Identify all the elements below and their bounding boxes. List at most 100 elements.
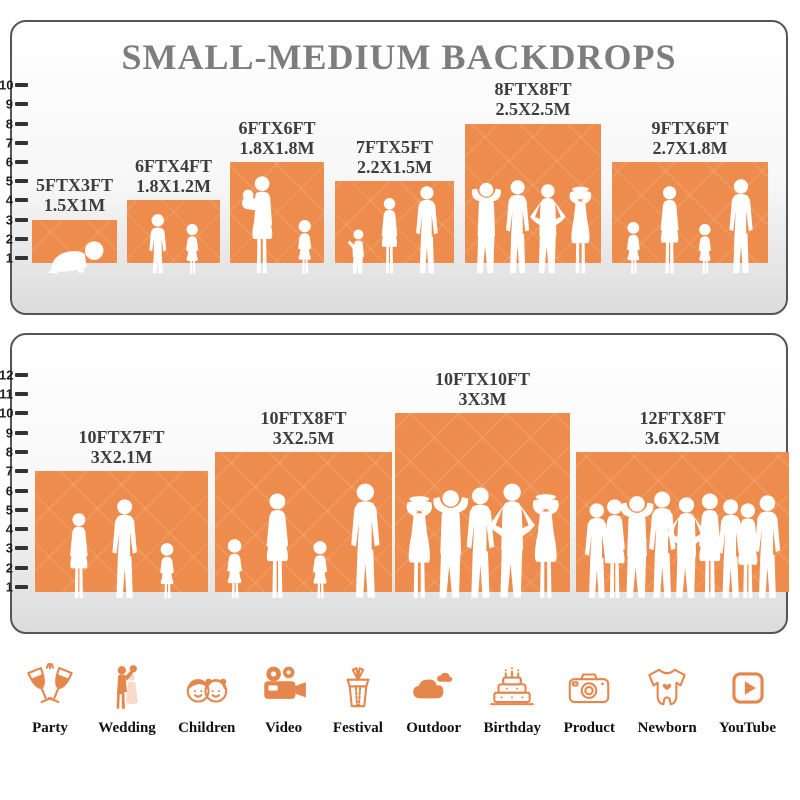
party-icon bbox=[27, 663, 73, 703]
woman-armsup-silhouette bbox=[560, 185, 602, 275]
size-meters: 1.8X1.2M bbox=[135, 176, 211, 197]
category-item-festival: Festival bbox=[332, 662, 384, 737]
small-medium-panel: SMALL-MEDIUM BACKDROPS 1 2 3 4 5 6 7 8 9 10 5FTX3… bbox=[0, 20, 788, 315]
size-meters: 2.5X2.5M bbox=[495, 99, 571, 120]
backdrop-size-label: 10FTX7FT 3X2.1M bbox=[78, 427, 164, 471]
girl-silhouette bbox=[691, 223, 718, 275]
backdrop-rect bbox=[335, 181, 454, 263]
ruler-number: 8 bbox=[5, 116, 13, 132]
backdrop-group: 8FTX8FT 2.5X2.5M bbox=[465, 79, 601, 263]
people-silhouettes bbox=[218, 482, 388, 600]
category-label: Festival bbox=[332, 720, 383, 736]
birthday-icon bbox=[490, 667, 535, 706]
ruler-tick bbox=[15, 449, 28, 454]
backdrop-size-label: 6FTX4FT 1.8X1.2M bbox=[135, 156, 212, 200]
ruler-number: 12 bbox=[0, 367, 14, 383]
girl-silhouette bbox=[153, 542, 183, 600]
ruler-tick bbox=[15, 392, 28, 396]
people-silhouettes bbox=[141, 213, 205, 275]
product-icon bbox=[569, 673, 610, 704]
ruler-tick bbox=[15, 236, 28, 241]
ruler-number: 6 bbox=[5, 154, 13, 170]
people-silhouettes bbox=[464, 179, 601, 275]
ruler-tick bbox=[15, 585, 28, 589]
ruler-number: 2 bbox=[5, 560, 13, 576]
size-feet: 10FTX10FT bbox=[434, 368, 531, 389]
size-feet: 5FTX3FT bbox=[35, 175, 114, 196]
ruler-number: 10 bbox=[0, 77, 14, 93]
size-meters: 3.6X2.5M bbox=[644, 427, 720, 448]
ruler-number: 5 bbox=[5, 502, 13, 518]
size-feet: 7FTX5FT bbox=[355, 136, 434, 157]
ruler-tick bbox=[15, 507, 28, 512]
backdrop-group: 5FTX3FT 1.5X1M bbox=[32, 175, 117, 263]
category-label: Birthday bbox=[483, 720, 541, 736]
girl-silhouette bbox=[290, 219, 319, 275]
children-icon bbox=[186, 678, 227, 703]
backdrop-group: 6FTX4FT 1.8X1.2M bbox=[127, 156, 220, 263]
woman-baby-silhouette bbox=[235, 175, 282, 275]
category-label: Outdoor bbox=[406, 720, 462, 736]
man-silhouette bbox=[342, 482, 389, 600]
ruler-number: 2 bbox=[5, 231, 13, 247]
category-row: Party Wedding Children Video Festival Ou… bbox=[24, 662, 776, 737]
ruler-number: 7 bbox=[5, 463, 13, 479]
category-label: Product bbox=[563, 720, 615, 736]
category-item-wedding: Wedding bbox=[98, 662, 156, 737]
ruler-tick bbox=[15, 469, 28, 474]
ruler-number: 5 bbox=[5, 173, 13, 189]
girl-silhouette bbox=[218, 538, 250, 600]
category-item-outdoor: Outdoor bbox=[406, 662, 461, 737]
youtube-icon bbox=[731, 672, 764, 704]
wedding-icon bbox=[116, 665, 138, 709]
backdrop-group: 10FTX10FT 3X3M bbox=[395, 369, 570, 592]
man-silhouette bbox=[104, 498, 145, 600]
category-label: Newborn bbox=[637, 720, 697, 736]
woman-silhouette bbox=[256, 492, 299, 600]
ruler-tick bbox=[15, 488, 28, 493]
backdrop-group: 6FTX6FT 1.8X1.8M bbox=[230, 118, 324, 263]
backdrop-group: 10FTX7FT 3X2.1M bbox=[35, 427, 208, 592]
ruler-number: 4 bbox=[5, 192, 13, 208]
toddler-silhouette bbox=[344, 229, 369, 275]
backdrop-size-label: 12FTX8FT 3.6X2.5M bbox=[639, 408, 725, 452]
size-feet: 6FTX6FT bbox=[238, 117, 316, 138]
festival-icon bbox=[346, 667, 370, 708]
ruler-number: 11 bbox=[0, 386, 13, 402]
category-item-birthday: Birthday bbox=[483, 662, 541, 737]
category-label: Party bbox=[32, 720, 68, 736]
ruler-number: 3 bbox=[5, 212, 13, 228]
baby-silhouette bbox=[43, 239, 107, 275]
ruler-tick bbox=[15, 160, 28, 164]
ruler-tick bbox=[15, 102, 28, 107]
girl-silhouette bbox=[620, 221, 648, 275]
ruler-number: 7 bbox=[5, 135, 13, 151]
ruler-tick bbox=[15, 372, 28, 377]
ruler-tick bbox=[15, 527, 28, 532]
man-silhouette bbox=[722, 178, 761, 275]
woman-silhouette bbox=[651, 185, 687, 275]
ruler-number: 1 bbox=[5, 579, 13, 595]
man-silhouette bbox=[409, 185, 445, 275]
category-item-party: Party bbox=[24, 662, 76, 737]
girl-silhouette bbox=[305, 540, 336, 600]
backdrop-size-label: 5FTX3FT 1.5X1M bbox=[36, 175, 113, 219]
video-icon bbox=[263, 666, 306, 699]
ruler-number: 10 bbox=[0, 405, 14, 421]
newborn-icon bbox=[648, 668, 686, 706]
ruler-tick bbox=[15, 179, 28, 184]
size-feet: 9FTX6FT bbox=[651, 117, 729, 138]
people-silhouettes bbox=[235, 175, 318, 275]
backdrop-group: 9FTX6FT 2.7X1.8M bbox=[612, 118, 768, 263]
size-meters: 2.2X1.5M bbox=[356, 157, 432, 178]
page-title: SMALL-MEDIUM BACKDROPS bbox=[121, 37, 677, 77]
woman-silhouette bbox=[373, 197, 404, 275]
ruler-number: 6 bbox=[5, 483, 13, 498]
size-feet: 12FTX8FT bbox=[639, 407, 726, 428]
category-label: YouTube bbox=[719, 720, 776, 736]
ruler-tick bbox=[15, 546, 28, 551]
size-meters: 3X2.1M bbox=[90, 447, 153, 468]
ruler-tick bbox=[15, 256, 28, 260]
ruler-number: 9 bbox=[5, 96, 13, 112]
